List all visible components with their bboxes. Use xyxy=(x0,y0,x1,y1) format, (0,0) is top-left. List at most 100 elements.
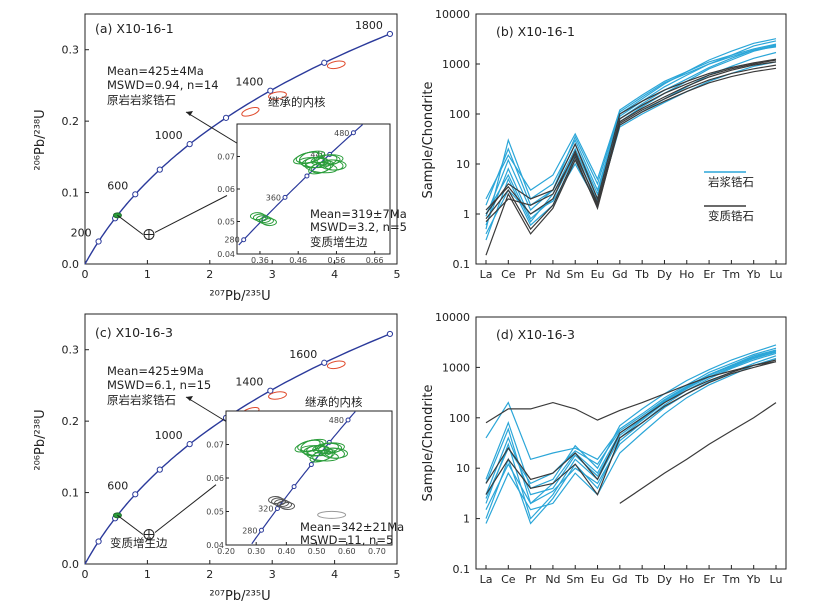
inset-age-label: 360 xyxy=(266,193,281,202)
ree-series-line xyxy=(485,352,777,525)
inset-x-tick-label: 0.50 xyxy=(308,547,326,556)
age-marker xyxy=(156,466,163,473)
y-tick-label: 1000 xyxy=(442,58,470,71)
age-label: 600 xyxy=(107,479,128,492)
panel-c-mean-old: Mean=425±9Ma xyxy=(107,364,204,378)
x-tick-label: Er xyxy=(703,268,715,281)
x-tick-label: La xyxy=(480,268,493,281)
age-label: 200 xyxy=(71,226,92,239)
x-tick-label: Ce xyxy=(501,268,516,281)
age-label: 1400 xyxy=(235,76,263,89)
panel-a-young-label: 变质增生边 xyxy=(310,235,368,249)
x-tick-label: 0 xyxy=(82,268,89,281)
panel-a-frame xyxy=(84,13,398,265)
age-label: 1000 xyxy=(155,429,183,442)
y-tick-label: 0.2 xyxy=(62,115,80,128)
x-tick-label: Ho xyxy=(679,573,694,586)
x-tick-label: Ho xyxy=(679,268,694,281)
panel-a-mean-old: Mean=425±4Ma xyxy=(107,64,204,78)
age-label: 600 xyxy=(107,179,128,192)
y-tick-label: 10000 xyxy=(435,8,470,21)
zoom-leader-line xyxy=(154,484,217,533)
x-tick-label: Nd xyxy=(545,268,560,281)
inset-age-marker xyxy=(282,194,288,200)
panel-c-concordia: (c) X10-16-3 0 1 2 3 4 5 0.0 0.1 0.2 0.3 600 1000 14… xyxy=(33,313,404,604)
zoom-leader-line xyxy=(117,514,144,535)
inset-y-tick-label: 0.04 xyxy=(217,250,235,259)
ree-series-line xyxy=(485,38,777,230)
age-marker xyxy=(186,141,193,148)
ree-series-line xyxy=(485,59,777,215)
x-tick-label: Nd xyxy=(545,573,560,586)
panel-a-mswd-young: MSWD=3.2, n=5 xyxy=(310,220,407,234)
age-label: 1600 xyxy=(289,348,317,361)
annotation-arrowhead xyxy=(186,111,193,116)
rim-zircon-ellipse xyxy=(317,510,347,519)
panel-b-ree: (b) X10-16-1 0.1 1 10 100 1000 10000 La Ce Pr Nd S… xyxy=(421,8,787,281)
age-marker xyxy=(321,59,328,66)
y-tick-label: 1000 xyxy=(442,361,470,374)
inset-y-tick-label: 0.04 xyxy=(206,541,224,550)
inset-age-marker xyxy=(274,506,280,512)
inset-frame xyxy=(236,123,391,255)
age-marker xyxy=(267,387,274,394)
panel-c-title: (c) X10-16-3 xyxy=(95,325,173,340)
inset-x-tick-label: 0.70 xyxy=(368,547,386,556)
panel-a-ylabel: ²⁰⁶Pb/²³⁸U xyxy=(33,109,48,170)
y-tick-label: 1 xyxy=(463,513,470,526)
panel-c-old-label: 原岩岩浆锆石 xyxy=(107,393,176,407)
ree-series-line xyxy=(485,347,777,461)
inset-y-tick-label: 0.06 xyxy=(206,474,224,483)
annotation-arrow xyxy=(185,111,241,146)
panel-a-mswd-old: MSWD=0.94, n=14 xyxy=(107,78,219,92)
x-tick-label: 3 xyxy=(269,268,276,281)
panel-c-young-label: 变质增生边 xyxy=(110,536,168,550)
inherited-core-ellipse xyxy=(268,91,287,100)
y-tick-label: 0.3 xyxy=(62,344,80,357)
x-tick-label: Lu xyxy=(770,268,783,281)
panel-b-title: (b) X10-16-1 xyxy=(496,24,575,39)
x-tick-label: Ce xyxy=(501,573,516,586)
rim-zircon-ellipse xyxy=(258,216,274,225)
x-tick-label: Eu xyxy=(591,268,605,281)
inset-age-marker xyxy=(304,173,310,179)
x-tick-label: Dy xyxy=(657,573,672,586)
x-tick-label: Tb xyxy=(634,573,649,586)
x-tick-label: Tb xyxy=(634,268,649,281)
inset-x-tick-label: 0.20 xyxy=(217,547,235,556)
inset-age-marker xyxy=(258,527,264,533)
inset-y-tick-label: 0.07 xyxy=(206,441,224,450)
panel-a-mean-young: Mean=319±7Ma xyxy=(310,207,407,221)
x-tick-label: Sm xyxy=(566,573,584,586)
ree-series-line xyxy=(485,357,777,524)
panel-c-ylabel: ²⁰⁶Pb/²³⁸U xyxy=(33,409,48,470)
ree-series-line xyxy=(485,361,777,496)
x-tick-label: La xyxy=(480,573,493,586)
inset-y-tick-label: 0.06 xyxy=(217,185,235,194)
panel-a-title: (a) X10-16-1 xyxy=(95,21,174,36)
y-tick-label: 0.1 xyxy=(453,258,471,271)
panel-d-ylabel: Sample/Chondrite xyxy=(421,385,436,502)
ree-series-line xyxy=(485,359,777,484)
magmatic-zircon-ellipse xyxy=(313,154,341,166)
panel-a-xlabel: ²⁰⁷Pb/²³⁵U xyxy=(209,289,270,304)
y-tick-label: 0.1 xyxy=(62,187,80,200)
y-tick-label: 10 xyxy=(456,158,470,171)
y-tick-label: 0.0 xyxy=(62,258,80,271)
annotation-arrowhead xyxy=(186,396,193,401)
inherited-core-ellipse xyxy=(326,60,346,70)
panel-c-inherited-label: 继承的内核 xyxy=(305,395,363,409)
inset-x-tick-label: 0.60 xyxy=(338,547,356,556)
age-marker xyxy=(156,166,163,173)
magmatic-zircon-ellipse xyxy=(324,447,345,459)
ree-series-line xyxy=(485,67,777,256)
inset-age-marker xyxy=(345,417,351,423)
panel-b-frame xyxy=(475,13,787,265)
panel-d-ree: (d) X10-16-3 0.1 1 10 100 1000 10000 La Ce Pr Nd S… xyxy=(421,311,787,586)
age-marker xyxy=(132,191,139,198)
inset-x-tick-label: 0.30 xyxy=(247,547,265,556)
age-label: 1400 xyxy=(235,376,263,389)
age-marker xyxy=(95,538,102,545)
x-tick-label: 4 xyxy=(331,568,338,581)
age-marker xyxy=(386,30,394,38)
